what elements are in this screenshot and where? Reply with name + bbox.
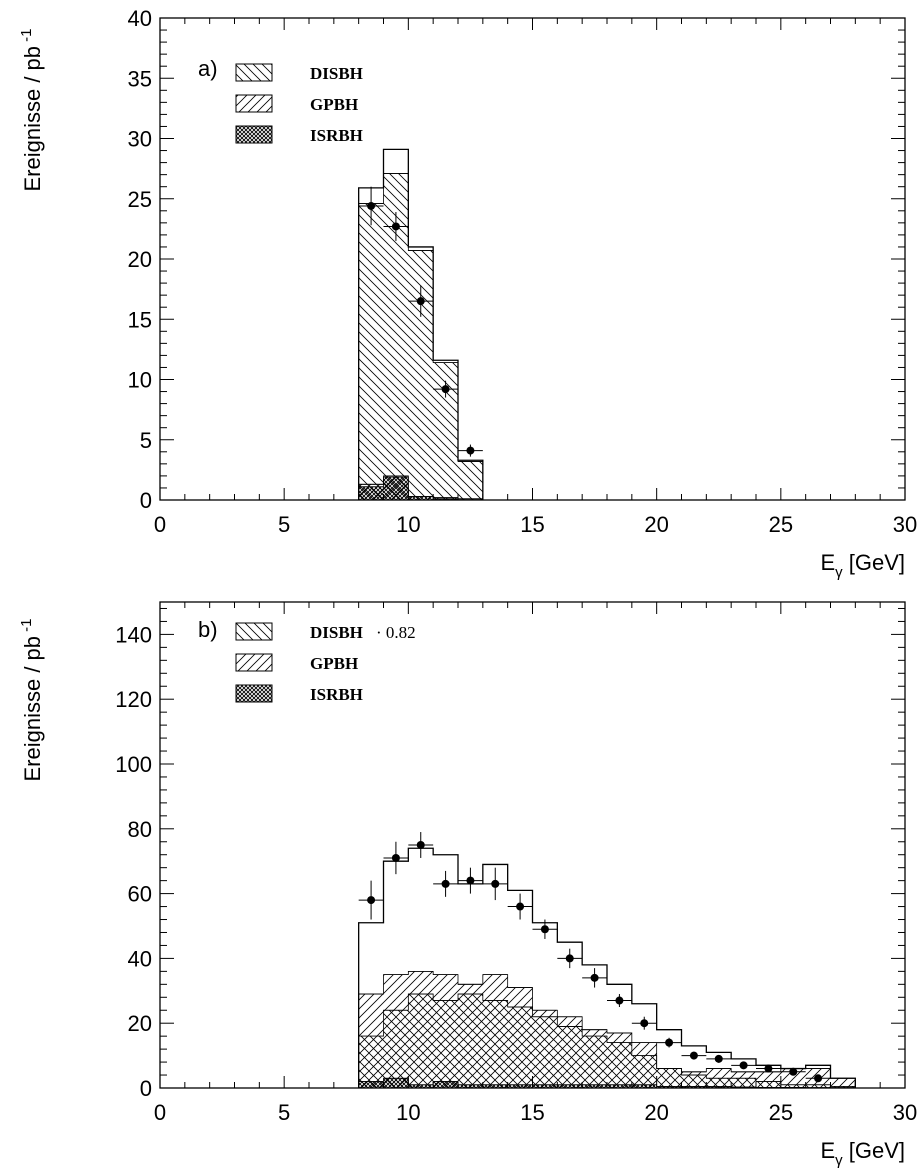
x-axis-unit: [GeV]	[843, 550, 905, 575]
x-tick-label: 15	[520, 512, 544, 537]
data-point	[441, 879, 450, 888]
legend-label-isrbh: ISRBH	[310, 685, 363, 704]
legend-label-isrbh: ISRBH	[310, 126, 363, 145]
data-point	[367, 896, 376, 905]
y-tick-label: 5	[140, 428, 152, 453]
y-tick-label: 60	[128, 882, 152, 907]
data-point	[615, 996, 624, 1005]
data-point	[391, 222, 400, 231]
data-point	[367, 201, 376, 210]
data-point	[590, 973, 599, 982]
legend-swatch-isrbh	[235, 684, 273, 703]
x-tick-label: 5	[278, 512, 290, 537]
legend-swatch-disbh	[235, 63, 273, 82]
y-tick-label: 20	[128, 1011, 152, 1036]
y-tick-label: 30	[128, 127, 152, 152]
y-tick-label: 140	[115, 622, 152, 647]
x-tick-label: 10	[396, 1100, 420, 1125]
data-point	[466, 446, 475, 455]
x-axis-unit: [GeV]	[843, 1138, 905, 1163]
data-point	[689, 1051, 698, 1060]
x-axis-subscript: γ	[835, 564, 843, 581]
data-point	[789, 1067, 798, 1076]
hist-total	[358, 148, 484, 500]
data-point	[640, 1019, 649, 1028]
legend-swatch-gpbh	[235, 94, 273, 113]
legend-label-gpbh: GPBH	[310, 654, 358, 673]
x-tick-label: 20	[644, 1100, 668, 1125]
x-tick-label: 30	[893, 1100, 917, 1125]
data-point	[739, 1061, 748, 1070]
x-tick-label: 30	[893, 512, 917, 537]
legend-swatch-gpbh	[235, 653, 273, 672]
x-tick-label: 0	[154, 512, 166, 537]
data-point	[516, 902, 525, 911]
y-axis-exponent: -1	[18, 618, 35, 636]
y-axis-label: Ereignisse / pb	[20, 636, 45, 782]
panel-label: b)	[198, 617, 218, 642]
x-tick-label: 25	[769, 512, 793, 537]
x-axis-subscript: γ	[835, 1152, 843, 1169]
panel-a-chart: 0 5 10 15 20 25 30 0 5 10 15 20 25 30 35 40 a) DISBH GPBH I…	[18, 6, 917, 581]
data-point	[665, 1038, 674, 1047]
y-tick-label: 25	[128, 187, 152, 212]
legend-label-disbh: DISBH	[310, 623, 363, 642]
y-tick-label: 0	[140, 1076, 152, 1101]
y-tick-label: 15	[128, 307, 152, 332]
x-axis-symbol: E	[820, 1138, 835, 1163]
data-point	[714, 1054, 723, 1063]
hist-total	[358, 847, 856, 1088]
x-tick-label: 5	[278, 1100, 290, 1125]
x-axis-symbol: E	[820, 550, 835, 575]
data-point	[491, 879, 500, 888]
x-axis-title: Eγ [GeV]	[820, 1138, 905, 1169]
y-tick-label: 40	[128, 6, 152, 31]
plot-frame	[159, 17, 906, 501]
legend-scale-factor: · 0.82	[376, 623, 416, 642]
y-axis-title: Ereignisse / pb -1	[18, 28, 45, 191]
data-point	[540, 925, 549, 934]
x-tick-label: 10	[396, 512, 420, 537]
x-tick-label: 0	[154, 1100, 166, 1125]
data-point	[416, 297, 425, 306]
panel-b-chart: 0 5 10 15 20 25 30 0 20 40 60 80 100 120 140 b) DISBH · 0…	[18, 601, 917, 1169]
y-tick-label: 35	[128, 66, 152, 91]
y-axis-exponent: -1	[18, 28, 35, 46]
data-point	[814, 1074, 823, 1083]
y-tick-label: 100	[115, 752, 152, 777]
y-tick-label: 10	[128, 368, 152, 393]
legend-label-gpbh: GPBH	[310, 95, 358, 114]
y-tick-label: 80	[128, 817, 152, 842]
panel-label: a)	[198, 56, 218, 81]
data-point	[441, 385, 450, 394]
y-axis-label: Ereignisse / pb	[20, 46, 45, 192]
y-tick-label: 20	[128, 247, 152, 272]
x-tick-label: 15	[520, 1100, 544, 1125]
data-point	[466, 876, 475, 885]
y-tick-label: 120	[115, 687, 152, 712]
y-axis-title: Ereignisse / pb -1	[18, 618, 45, 781]
y-tick-label: 0	[140, 488, 152, 513]
x-axis-title: Eγ [GeV]	[820, 550, 905, 581]
data-point	[764, 1064, 773, 1073]
data-point	[565, 954, 574, 963]
legend-label-disbh: DISBH	[310, 64, 363, 83]
data-point	[391, 853, 400, 862]
legend-swatch-disbh	[235, 622, 273, 641]
x-tick-label: 20	[644, 512, 668, 537]
legend-swatch-isrbh	[235, 125, 273, 144]
y-tick-label: 40	[128, 946, 152, 971]
x-tick-label: 25	[769, 1100, 793, 1125]
data-point	[416, 841, 425, 849]
